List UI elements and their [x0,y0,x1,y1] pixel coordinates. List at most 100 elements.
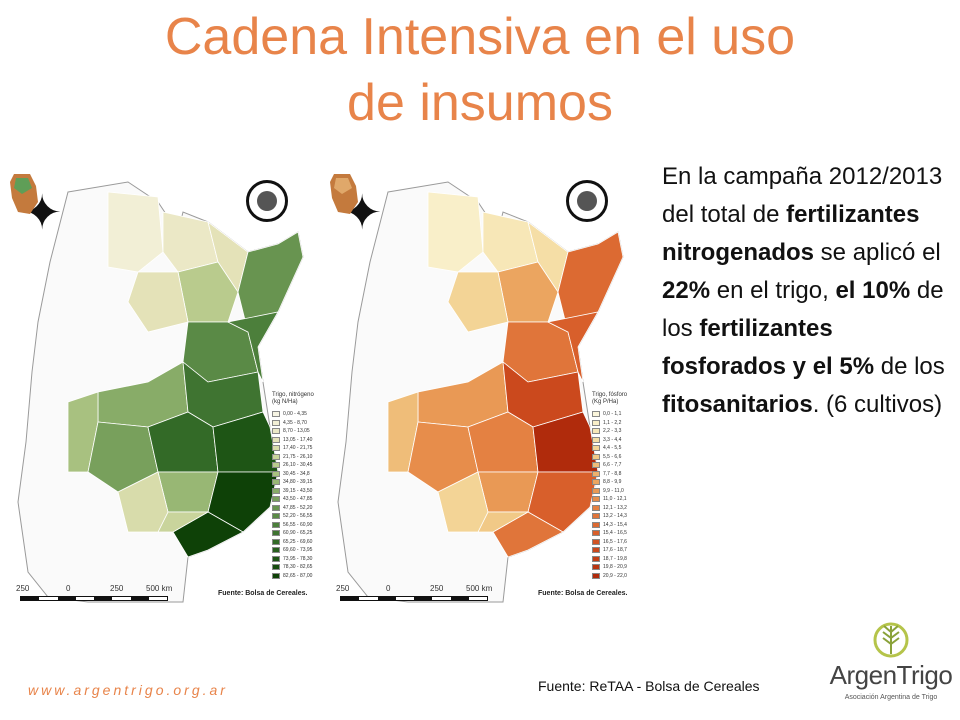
legend-item: 0,00 - 4,35 [272,410,332,419]
legend-swatch [592,547,600,554]
legend-label: 52,20 - 56,55 [283,513,313,520]
legend-label: 3,3 - 4,4 [603,436,622,443]
legend-swatch [592,504,600,511]
legend-swatch [272,411,280,418]
legend-swatch [592,564,600,571]
legend-swatch [592,530,600,537]
nitrogen-map: ✦ ReTAA Trigo, nitrógeno (kg N/Ha) 0,00 … [8,172,326,612]
legend-swatch [592,521,600,528]
map-source: Fuente: Bolsa de Cereales. [538,590,628,597]
body-text-run: En la campaña 2012/2013 del total de [662,163,943,228]
legend-swatch [592,487,600,494]
legend-title: Trigo, fósforo (Kg P/Ha) [592,392,628,405]
legend-label: 5,5 - 6,6 [603,453,622,460]
legend-item: 56,55 - 60,90 [272,521,332,530]
legend-item: 8,70 - 13,05 [272,427,332,436]
title-line-2: de insumos [347,74,613,132]
seal-logo [246,180,288,222]
legend-swatch [272,564,280,571]
legend-item: 2,2 - 3,3 [592,427,652,436]
retaa-logo-text: ReTAA [613,194,643,204]
legend-swatch [592,555,600,562]
retaa-logo [330,174,358,214]
legend-item: 9,9 - 11,0 [592,487,652,496]
legend-swatch [272,462,280,469]
legend-swatch [272,538,280,545]
legend-item: 43,50 - 47,85 [272,495,332,504]
legend-swatch [272,487,280,494]
legend-label: 56,55 - 60,90 [283,521,313,528]
legend-label: 13,2 - 14,3 [603,513,627,520]
scale-labels: 250 0 250 500 km [336,584,496,594]
legend-label: 39,15 - 43,50 [283,487,313,494]
legend-item: 17,6 - 18,7 [592,546,652,555]
legend-label: 78,30 - 82,65 [283,564,313,571]
legend-label: 43,50 - 47,85 [283,496,313,503]
map-source: Fuente: Bolsa de Cereales. [218,590,308,597]
legend-item: 30,45 - 34,8 [272,470,332,479]
title-line-1: Cadena Intensiva en el uso [164,8,796,66]
legend-label: 12,1 - 13,2 [603,504,627,511]
footer-url: www.argentrigo.org.ar [28,682,228,698]
legend-item: 8,8 - 9,9 [592,478,652,487]
legend-item: 14,3 - 15,4 [592,521,652,530]
legend-item: 4,4 - 5,5 [592,444,652,453]
legend-item: 13,2 - 14,3 [592,512,652,521]
legend-item: 0,0 - 1,1 [592,410,652,419]
legend-item: 12,1 - 13,2 [592,504,652,513]
legend-swatch [272,445,280,452]
scale-label: 250 [430,584,444,593]
legend-label: 4,35 - 8,70 [283,419,307,426]
legend-swatch [592,436,600,443]
legend-swatch [272,436,280,443]
legend-item: 4,35 - 8,70 [272,419,332,428]
body-text: En la campaña 2012/2013 del total de fer… [662,158,948,424]
body-text-run: se aplicó el [814,239,941,266]
legend-item: 11,0 - 12,1 [592,495,652,504]
retaa-logo-text: ReTAA [293,194,323,204]
legend-item: 18,7 - 19,8 [592,555,652,564]
legend-title: Trigo, nitrógeno (kg N/Ha) [272,392,314,405]
legend-label: 26,10 - 30,45 [283,462,313,469]
legend-item: 3,3 - 4,4 [592,436,652,445]
legend-label: 73,95 - 78,30 [283,555,313,562]
body-bold-fitosanitarios: fitosanitarios [662,391,813,418]
scale-label: 0 [386,584,391,593]
legend-label: 4,4 - 5,5 [603,445,622,452]
legend-label: 2,2 - 3,3 [603,428,622,435]
legend-item: 69,60 - 73,95 [272,546,332,555]
legend-label: 21,75 - 26,10 [283,453,313,460]
legend-swatch [592,419,600,426]
legend-swatch [272,513,280,520]
legend-label: 0,00 - 4,35 [283,411,307,418]
body-text-run: de los [662,277,944,342]
legend-swatch [592,453,600,460]
legend-label: 60,90 - 65,25 [283,530,313,537]
nitrogen-map-graphic [17,181,304,603]
legend-label: 11,0 - 12,1 [603,496,627,503]
legend-label: 65,25 - 69,60 [283,538,313,545]
legend-item: 19,8 - 20,9 [592,563,652,572]
legend-item: 65,25 - 69,60 [272,538,332,547]
phosphorus-map-graphic [337,181,624,603]
body-bold-10: el 10% [835,277,911,304]
legend-swatch [592,496,600,503]
legend-swatch [592,445,600,452]
legend-item: 6,6 - 7,7 [592,461,652,470]
scale-bar: 250 0 250 500 km [336,584,496,610]
legend-swatch [272,504,280,511]
legend-item: 60,90 - 65,25 [272,529,332,538]
legend-label: 9,9 - 11,0 [603,487,624,494]
legend-rows: 0,00 - 4,35 4,35 - 8,70 8,70 - 13,05 13,05 … [272,410,332,580]
legend-label: 16,5 - 17,6 [603,538,627,545]
scale-label: 500 km [466,584,493,593]
scale-bar-graphic [340,596,488,601]
legend-item: 47,85 - 52,20 [272,504,332,513]
legend-label: 6,6 - 7,7 [603,462,622,469]
legend-swatch [592,470,600,477]
legend-swatch [272,496,280,503]
footer-source: Fuente: ReTAA - Bolsa de Cereales [538,678,760,694]
legend-label: 30,45 - 34,8 [283,470,310,477]
scale-label: 0 [66,584,71,593]
legend-swatch [592,479,600,486]
